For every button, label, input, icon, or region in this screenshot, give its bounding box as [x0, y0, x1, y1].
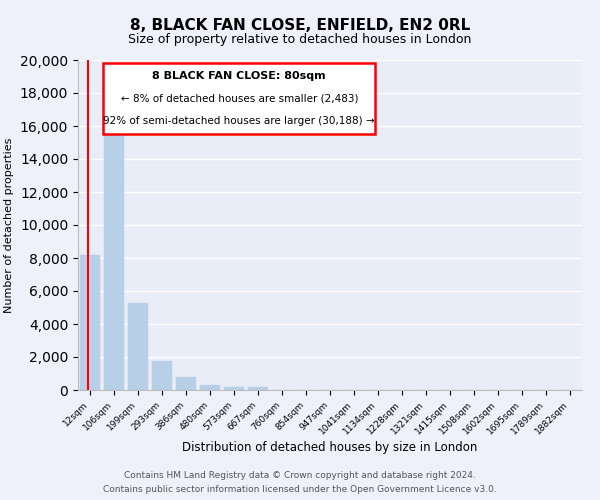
Bar [176, 377, 196, 390]
Text: Size of property relative to detached houses in London: Size of property relative to detached ho… [128, 32, 472, 46]
Text: Contains public sector information licensed under the Open Government Licence v3: Contains public sector information licen… [103, 484, 497, 494]
Bar [152, 361, 172, 390]
Text: Contains HM Land Registry data © Crown copyright and database right 2024.: Contains HM Land Registry data © Crown c… [124, 472, 476, 480]
Bar [224, 386, 244, 390]
Y-axis label: Number of detached properties: Number of detached properties [4, 138, 14, 312]
Bar [128, 302, 148, 390]
Text: ← 8% of detached houses are smaller (2,483): ← 8% of detached houses are smaller (2,4… [121, 94, 358, 104]
Text: 8 BLACK FAN CLOSE: 80sqm: 8 BLACK FAN CLOSE: 80sqm [152, 71, 326, 81]
X-axis label: Distribution of detached houses by size in London: Distribution of detached houses by size … [182, 442, 478, 454]
Bar [104, 118, 124, 390]
Text: 92% of semi-detached houses are larger (30,188) →: 92% of semi-detached houses are larger (… [103, 116, 375, 126]
Bar [248, 386, 268, 390]
Bar [200, 385, 220, 390]
FancyBboxPatch shape [103, 64, 376, 134]
Bar [80, 254, 100, 390]
Text: 8, BLACK FAN CLOSE, ENFIELD, EN2 0RL: 8, BLACK FAN CLOSE, ENFIELD, EN2 0RL [130, 18, 470, 32]
